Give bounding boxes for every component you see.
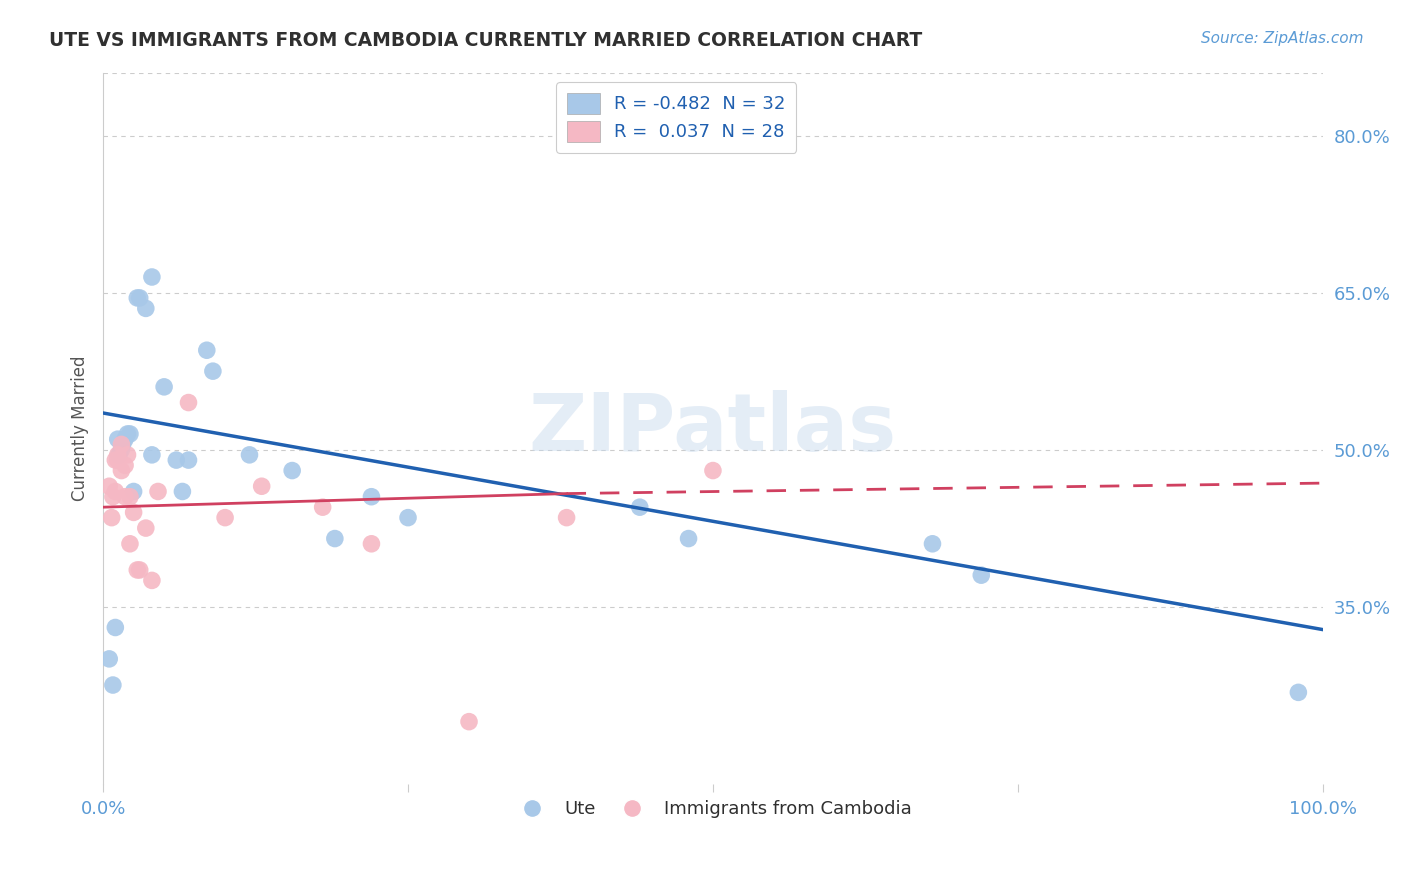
Text: Source: ZipAtlas.com: Source: ZipAtlas.com <box>1201 31 1364 46</box>
Point <box>250 479 273 493</box>
Point <box>128 291 150 305</box>
Point <box>114 432 136 446</box>
Point <box>108 448 131 462</box>
Point <box>114 458 136 473</box>
Point <box>107 453 129 467</box>
Point <box>195 343 218 358</box>
Point <box>141 574 163 588</box>
Point <box>678 532 700 546</box>
Point <box>118 426 141 441</box>
Point <box>311 500 333 515</box>
Point <box>118 490 141 504</box>
Text: UTE VS IMMIGRANTS FROM CAMBODIA CURRENTLY MARRIED CORRELATION CHART: UTE VS IMMIGRANTS FROM CAMBODIA CURRENTL… <box>49 31 922 50</box>
Point <box>555 510 578 524</box>
Point <box>141 448 163 462</box>
Point <box>127 291 149 305</box>
Point <box>172 484 194 499</box>
Point <box>177 453 200 467</box>
Text: ZIPatlas: ZIPatlas <box>529 390 897 467</box>
Point <box>111 437 134 451</box>
Point <box>104 484 127 499</box>
Point <box>360 490 382 504</box>
Point <box>100 510 122 524</box>
Point <box>110 442 132 457</box>
Point <box>458 714 481 729</box>
Point <box>110 437 132 451</box>
Point <box>628 500 651 515</box>
Point <box>323 532 346 546</box>
Point <box>117 448 139 462</box>
Y-axis label: Currently Married: Currently Married <box>72 356 89 501</box>
Point <box>970 568 993 582</box>
Point <box>214 510 236 524</box>
Point <box>1286 685 1309 699</box>
Point <box>104 620 127 634</box>
Point <box>110 464 132 478</box>
Point <box>98 652 121 666</box>
Point <box>127 563 149 577</box>
Legend: Ute, Immigrants from Cambodia: Ute, Immigrants from Cambodia <box>506 793 920 825</box>
Point <box>201 364 224 378</box>
Point <box>98 479 121 493</box>
Point <box>153 380 176 394</box>
Point <box>114 490 136 504</box>
Point <box>101 678 124 692</box>
Point <box>396 510 419 524</box>
Point <box>360 537 382 551</box>
Point <box>702 464 724 478</box>
Point <box>141 270 163 285</box>
Point <box>135 521 157 535</box>
Point <box>128 563 150 577</box>
Point <box>281 464 304 478</box>
Point <box>117 426 139 441</box>
Point <box>146 484 169 499</box>
Point <box>135 301 157 316</box>
Point <box>238 448 260 462</box>
Point <box>122 484 145 499</box>
Point <box>104 453 127 467</box>
Point <box>165 453 187 467</box>
Point <box>118 537 141 551</box>
Point <box>921 537 943 551</box>
Point <box>107 432 129 446</box>
Point <box>122 505 145 519</box>
Point <box>177 395 200 409</box>
Point <box>101 490 124 504</box>
Point <box>107 448 129 462</box>
